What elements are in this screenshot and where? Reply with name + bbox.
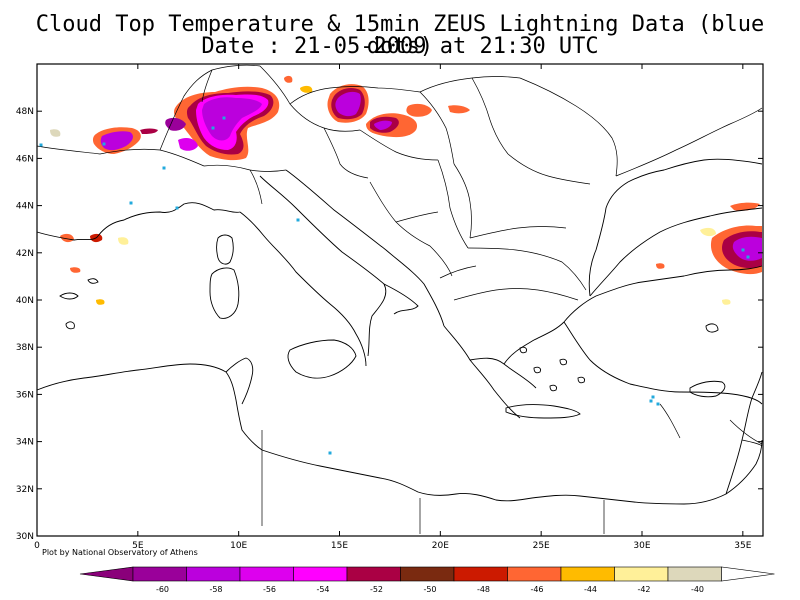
lightning-dot	[102, 142, 106, 146]
lightning-strikes	[39, 116, 750, 455]
lon-label: 30E	[633, 541, 650, 551]
colorbar-segment	[186, 566, 241, 582]
colorbar-label: -54	[316, 585, 329, 594]
map-date: Date : 21-05-2009 at 21:30 UTC	[201, 34, 599, 59]
lon-label: 0	[34, 541, 40, 551]
lon-label: 5E	[132, 541, 144, 551]
colorbar-segment	[239, 566, 294, 582]
country-borders	[36, 64, 763, 534]
colorbar-label: -56	[263, 585, 276, 594]
lightning-dot	[222, 116, 226, 120]
lon-label: 15E	[331, 541, 348, 551]
lat-label: 38N	[16, 343, 34, 353]
lat-label: 36N	[16, 390, 34, 400]
colorbar-label: -42	[637, 585, 650, 594]
colorbar: -60 -58 -56 -54 -52 -50 -48 -46 -44 -42 -40	[79, 566, 775, 594]
lat-label: 40N	[16, 296, 34, 306]
lat-label: 44N	[16, 202, 34, 212]
credit-text: Plot by National Observatory of Athens	[42, 548, 198, 557]
map-title: Cloud Top Temperature & 15min ZEUS Light…	[35, 12, 765, 59]
lon-label: 35E	[734, 541, 751, 551]
coastlines	[36, 158, 763, 505]
colorbar-label: -40	[691, 585, 704, 594]
lon-label: 25E	[533, 541, 550, 551]
lightning-dot	[651, 395, 655, 399]
lat-label: 34N	[16, 438, 34, 448]
longitude-axis: 0 5E 10E 15E 20E 25E 30E 35E	[34, 64, 752, 551]
colorbar-segment	[346, 566, 401, 582]
lat-label: 42N	[16, 249, 34, 259]
lightning-dot	[162, 166, 166, 170]
colorbar-segment	[400, 566, 455, 582]
lat-label: 30N	[16, 532, 34, 542]
cloud-top-overlay	[50, 75, 762, 305]
latitude-axis: 30N 32N 34N 36N 38N 40N 42N 44N 46N 48N	[16, 107, 763, 542]
lon-label: 10E	[230, 541, 247, 551]
lightning-dot	[328, 451, 332, 455]
lat-label: 48N	[16, 107, 34, 117]
colorbar-label: -46	[530, 585, 543, 594]
colorbar-label: -58	[209, 585, 222, 594]
lightning-dot	[129, 201, 133, 205]
lat-label: 32N	[16, 485, 34, 495]
colorbar-segment	[667, 566, 722, 582]
lat-label: 46N	[16, 154, 34, 164]
colorbar-label: -60	[156, 585, 169, 594]
lightning-dot	[175, 206, 179, 210]
colorbar-label: -48	[477, 585, 490, 594]
lightning-dot	[746, 255, 750, 259]
colorbar-label: -52	[370, 585, 383, 594]
colorbar-segment	[614, 566, 669, 582]
lon-label: 20E	[432, 541, 449, 551]
colorbar-segment	[507, 566, 562, 582]
colorbar-segment	[560, 566, 615, 582]
colorbar-left-arrow	[79, 566, 134, 582]
map-frame-bg	[37, 64, 763, 536]
lightning-dot	[741, 248, 745, 252]
colorbar-label: -44	[584, 585, 597, 594]
colorbar-segment	[453, 566, 508, 582]
lightning-dot	[211, 126, 215, 130]
colorbar-right-arrow	[721, 566, 775, 582]
lightning-dot	[296, 218, 300, 222]
lightning-dot	[649, 399, 653, 403]
colorbar-segment	[293, 566, 348, 582]
colorbar-segment	[132, 566, 187, 582]
lightning-dot	[39, 143, 43, 147]
lightning-dot	[656, 402, 660, 406]
colorbar-label: -50	[423, 585, 436, 594]
